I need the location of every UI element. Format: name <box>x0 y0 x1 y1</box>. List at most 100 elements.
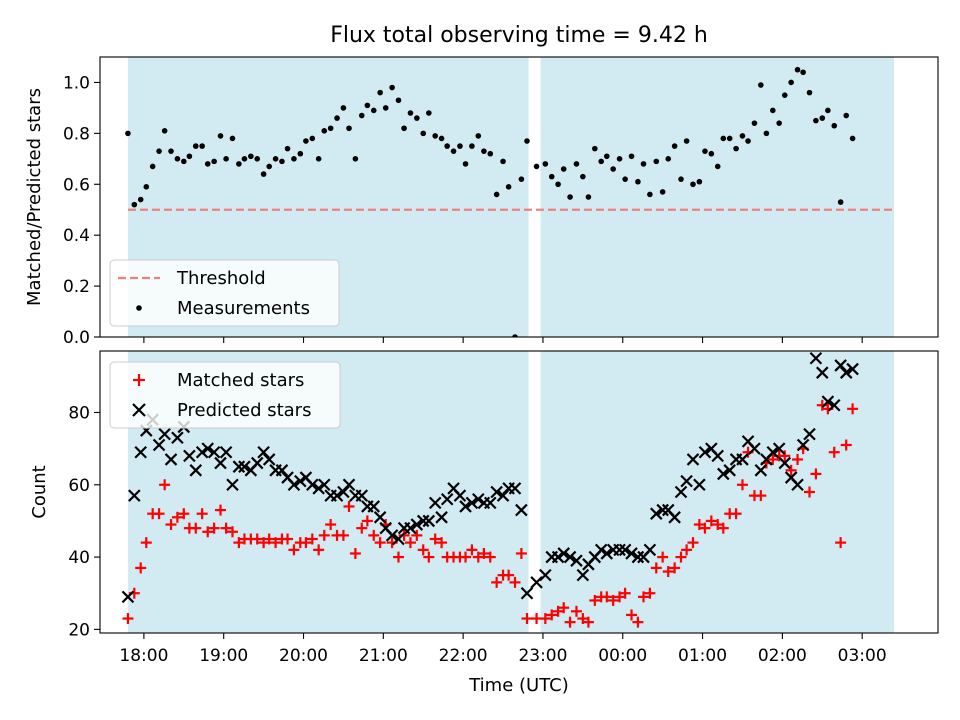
matched-star-point <box>491 576 503 588</box>
bottom-y-tick-label: 40 <box>68 548 90 568</box>
measurement-point <box>125 130 131 137</box>
matched-star-point <box>318 529 330 541</box>
measurement-point <box>161 128 168 134</box>
measurement-point <box>831 122 838 129</box>
matched-star-point <box>263 533 275 545</box>
predicted-star-point <box>337 485 350 499</box>
measurement-point <box>340 105 347 111</box>
bottom-x-tick-label: 20:00 <box>279 646 328 666</box>
measurement-point <box>174 156 181 162</box>
predicted-star-point <box>416 514 430 528</box>
matched-star-point <box>792 453 804 465</box>
matched-star-point <box>178 508 190 520</box>
measurement-point <box>542 161 549 167</box>
measurement-point <box>438 135 445 142</box>
matched-star-point <box>282 533 294 545</box>
matched-star-point <box>847 403 859 415</box>
measurement-point <box>567 194 573 200</box>
x-axis-label: Time (UTC) <box>468 675 569 696</box>
measurement-point <box>622 176 628 182</box>
measurement-point <box>149 163 156 170</box>
predicted-star-point <box>158 427 171 441</box>
matched-star-point <box>736 479 748 491</box>
matched-star-point <box>835 537 847 549</box>
shaded-interval-1 <box>540 351 895 633</box>
matched-star-point <box>712 519 724 531</box>
bottom-x-tick-label: 21:00 <box>359 646 408 666</box>
measurement-point <box>236 161 242 167</box>
predicted-star-point <box>214 456 227 470</box>
matched-star-point <box>546 609 558 621</box>
measurement-point <box>487 150 494 157</box>
measurement-point <box>450 148 457 154</box>
top-y-axis-label: Matched/Predicted stars <box>24 88 45 306</box>
measurement-point <box>683 138 690 144</box>
measurement-point <box>733 145 739 152</box>
measurement-point <box>788 79 794 86</box>
measurement-point <box>186 153 193 160</box>
predicted-star-point <box>459 500 472 513</box>
predicted-star-point <box>803 427 816 441</box>
measurement-points <box>125 66 856 337</box>
measurement-point <box>248 153 254 160</box>
matched-star-point <box>779 450 791 462</box>
predicted-star-point <box>717 467 730 481</box>
measurement-point <box>610 166 616 172</box>
measurement-point <box>739 133 746 139</box>
measurement-point <box>370 107 377 114</box>
predicted-star-point <box>262 453 276 466</box>
matched-star-point <box>717 522 729 534</box>
matched-star-point <box>300 537 312 549</box>
matched-star-point <box>411 529 423 541</box>
measurement-point <box>696 178 703 185</box>
measurement-point <box>776 120 782 126</box>
predicted-star-point <box>201 442 215 455</box>
measurement-point <box>204 161 211 167</box>
measurement-point <box>395 97 402 104</box>
matched-star-point <box>258 537 270 549</box>
predicted-star-point <box>668 511 681 524</box>
measurement-point <box>500 158 506 165</box>
measurement-point <box>266 163 272 170</box>
matched-star-point <box>325 519 337 531</box>
bottom-panel: 20 40 60 80 18:00 19:00 20:00 21:00 22:00 23:00 0… <box>29 350 939 696</box>
top-y-tick-label: 0.6 <box>63 175 90 195</box>
measurement-point <box>806 89 813 96</box>
matched-star-point <box>190 522 202 534</box>
chart-title: Flux total observing time = 9.42 h <box>330 23 708 48</box>
matched-star-point <box>135 562 147 574</box>
matched-star-point <box>436 537 448 549</box>
predicted-star-point <box>766 445 780 459</box>
measurement-point <box>585 194 592 200</box>
predicted-star-point <box>557 547 570 560</box>
measurement-point <box>407 110 414 116</box>
matched-star-point <box>570 605 582 617</box>
predicted-star-point <box>355 489 369 502</box>
bottom-legend-box <box>109 361 341 429</box>
measurement-legend-label: Measurements <box>177 298 310 319</box>
matched-star-point <box>140 537 152 549</box>
bottom-x-tick-label: 01:00 <box>678 646 727 666</box>
measurement-point <box>769 107 776 114</box>
measurement-point <box>813 117 819 124</box>
measurement-point <box>334 115 340 121</box>
predicted-star-point <box>219 445 233 459</box>
predicted-star-point <box>748 442 761 455</box>
matched-star-point <box>337 529 349 541</box>
measurement-point <box>414 115 420 121</box>
measurement-point <box>653 158 660 165</box>
top-y-tick-label: 0.2 <box>63 277 90 297</box>
matched-star-point <box>681 544 693 556</box>
predicted-star-point <box>171 431 184 445</box>
measurement-point <box>758 82 764 88</box>
matched-star-point <box>810 468 822 480</box>
top-legend-box <box>109 259 340 327</box>
matched-star-point <box>306 533 318 545</box>
matched-star-point <box>619 587 631 599</box>
measurement-point <box>481 148 487 154</box>
bottom-x-tick-label: 18:00 <box>119 646 168 666</box>
matched-star-point <box>521 613 533 625</box>
matched-star-point <box>607 594 619 606</box>
matched-legend-swatch <box>133 374 145 386</box>
predicted-star-point <box>539 568 552 582</box>
